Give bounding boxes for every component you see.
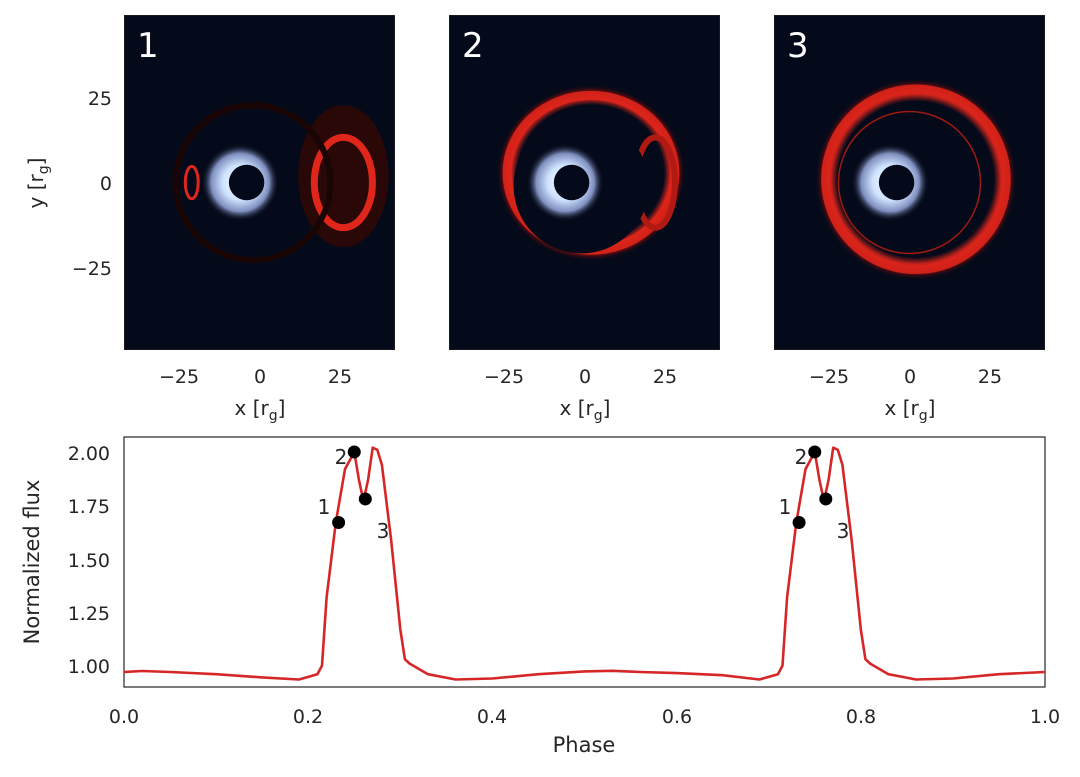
outer-ring	[172, 102, 334, 263]
phase-marker-1	[332, 515, 346, 529]
phase-marker-2	[808, 445, 822, 459]
panel-1-xtick: −25	[159, 366, 199, 388]
panel-1-ylabel-sub: g	[36, 165, 52, 174]
lightcurve-xtick: 0.6	[662, 706, 692, 728]
panel-2-image	[449, 15, 720, 350]
phase-marker-1	[792, 515, 806, 529]
panel-3-xtick: 0	[904, 366, 916, 388]
phase-marker-3	[358, 492, 372, 506]
marker-label-2b: 2	[795, 445, 808, 469]
panel-1-xlabel-sub: g	[269, 408, 278, 424]
panel-2-xlabel: x [rg]	[560, 396, 611, 424]
panel-3-label: 3	[787, 26, 809, 66]
panel-1-xtick: 0	[254, 366, 266, 388]
lightcurve-ytick: 2.00	[68, 443, 110, 465]
lightcurve-ylabel: Normalized flux	[20, 480, 44, 645]
panel-2-xtick: 25	[653, 366, 677, 388]
lightcurve-xtick: 0.4	[477, 706, 507, 728]
lightcurve-ytick: 1.50	[68, 550, 110, 572]
black-hole	[878, 164, 915, 201]
panel-1-yticks: 25 0 −25	[72, 88, 112, 280]
panel-1-xlabel-var: x	[235, 396, 247, 420]
marker-label-1a: 1	[318, 495, 331, 519]
inner-ring	[837, 110, 982, 255]
black-hole	[228, 164, 265, 201]
ring-core	[821, 84, 1011, 275]
panel-1-ylabel-var: y	[24, 196, 48, 208]
black-hole	[553, 164, 590, 201]
lightcurve-plot-area	[123, 436, 1046, 688]
lightcurve-xticks: 0.0 0.2 0.4 0.6 0.8 1.0	[109, 706, 1060, 728]
phase-marker-2	[347, 445, 361, 459]
panel-3-image	[774, 15, 1045, 350]
lightcurve-ytick: 1.25	[68, 603, 110, 625]
marker-label-3b: 3	[837, 519, 850, 543]
panel-3-xlabel-sub: g	[919, 408, 928, 424]
panel-1-ylabel: y [rg]	[24, 158, 52, 209]
panel-1-image	[124, 15, 395, 350]
panel-2-xlabel-sub: g	[594, 408, 603, 424]
phase-markers	[332, 445, 833, 529]
panel-1-ytick: −25	[72, 258, 112, 280]
panel-3-xlabel-var: x	[885, 396, 897, 420]
panel-1-xlabel: x [rg]	[235, 396, 286, 424]
lightcurve-ytick: 1.75	[68, 496, 110, 518]
lightcurve-xtick: 0.8	[846, 706, 876, 728]
small-crescent	[183, 164, 200, 201]
panel-1-xtick: 25	[328, 366, 352, 388]
lightcurve-ytick: 1.00	[68, 656, 110, 678]
panel-2-xticks: −25 0 25	[484, 366, 677, 388]
lightcurve-xtick: 0.0	[109, 706, 139, 728]
panel-2-label: 2	[462, 26, 484, 66]
lightcurve-xtick: 0.2	[293, 706, 323, 728]
panel-1-ytick: 0	[100, 173, 112, 195]
panel-2-xtick: −25	[484, 366, 524, 388]
image-panels	[124, 15, 1045, 350]
lightcurve-xlabel: Phase	[553, 733, 616, 757]
marker-label-1b: 1	[779, 495, 792, 519]
panel-2-xlabel-var: x	[560, 396, 572, 420]
marker-label-2a: 2	[335, 445, 348, 469]
marker-label-3a: 3	[377, 519, 390, 543]
panel-3-xtick: −25	[809, 366, 849, 388]
phase-marker-3	[819, 492, 833, 506]
panel-3-xtick: 25	[978, 366, 1002, 388]
flux-line	[123, 446, 1046, 681]
panel-3-xlabel: x [rg]	[885, 396, 936, 424]
panel-1-ytick: 25	[88, 88, 112, 110]
panel-2-xtick: 0	[579, 366, 591, 388]
hot-lobe	[310, 133, 376, 232]
lightcurve-yticks: 1.00 1.25 1.50 1.75 2.00	[68, 443, 110, 678]
panel-3-xticks: −25 0 25	[809, 366, 1002, 388]
panel-1-label: 1	[137, 26, 159, 66]
panel-1-xticks: −25 0 25	[159, 366, 352, 388]
lightcurve-xtick: 1.0	[1030, 706, 1060, 728]
